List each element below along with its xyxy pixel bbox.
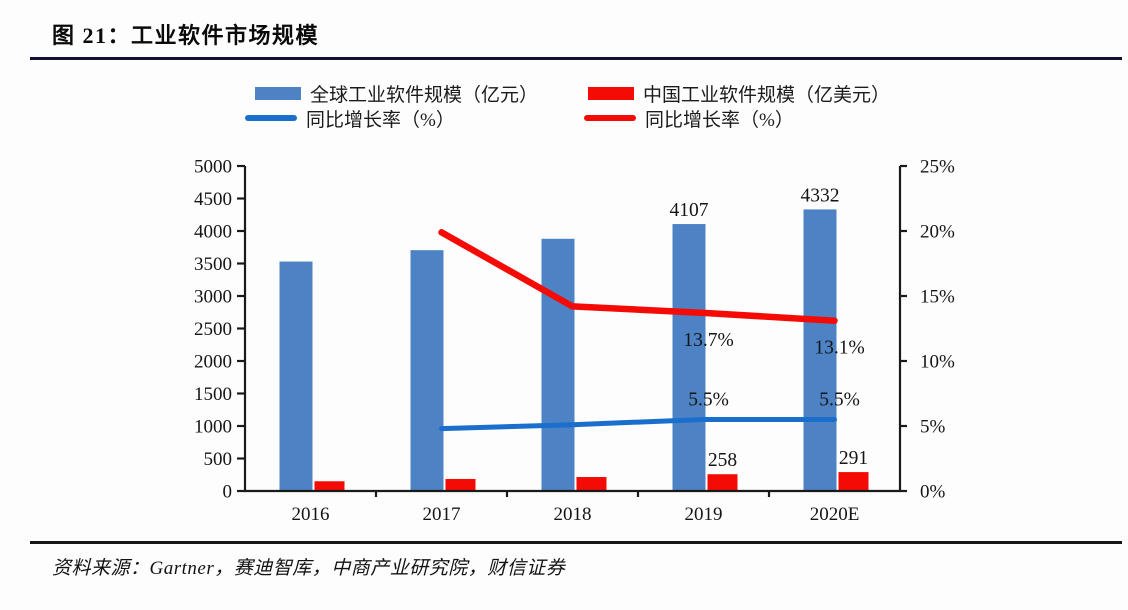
bar-value-label: 291 xyxy=(839,448,868,469)
line-swatch-icon xyxy=(245,115,297,121)
left-axis-tick-label: 0 xyxy=(223,482,233,503)
legend-item-china-scale-bars: 中国工业软件规模（亿美元） xyxy=(588,80,890,106)
right-axis-tick-label: 25% xyxy=(920,157,955,178)
right-axis-tick-label: 15% xyxy=(920,287,955,308)
bar-value-label: 4107 xyxy=(670,200,709,221)
left-axis-tick-label: 500 xyxy=(204,449,233,470)
source-line: 资料来源：Gartner，赛迪智库，中商产业研究院，财信证券 xyxy=(52,558,566,579)
bar-china-2019 xyxy=(707,474,738,491)
x-axis-tick-label: 2016 xyxy=(292,504,330,525)
bar-china-2020E xyxy=(838,472,869,491)
growth-line-china xyxy=(438,229,838,324)
legend-label: 同比增长率（%） xyxy=(306,109,455,131)
bar-global-2018 xyxy=(541,238,575,491)
data-labels-layer: 4107 4332 258 291 5.5% 5.5% 13.7% 13.1% xyxy=(670,185,869,471)
bar-china-2016 xyxy=(314,481,345,491)
bar-china-2017 xyxy=(445,478,476,491)
left-axis-tick-label: 5000 xyxy=(194,157,232,178)
legend-item-global-growth-line: 同比增长率（%） xyxy=(245,105,455,131)
title-rule xyxy=(30,57,1122,60)
axis-labels-layer: 0 500 1000 1500 2000 2500 3000 3500 4000 4500 5000… xyxy=(194,157,955,526)
left-axis-tick-label: 2000 xyxy=(194,352,232,373)
left-axis-tick-label: 1000 xyxy=(194,417,232,438)
legend-item-china-growth-line: 同比增长率（%） xyxy=(584,105,794,131)
legend-label: 同比增长率（%） xyxy=(645,109,794,131)
bar-global-2020E xyxy=(803,209,837,492)
left-axis-tick-label: 2500 xyxy=(194,319,232,340)
legend-label: 全球工业软件规模（亿元） xyxy=(310,84,539,106)
lines-layer xyxy=(438,229,838,432)
line-value-label: 13.1% xyxy=(814,338,864,359)
left-axis-tick-label: 4500 xyxy=(194,189,232,210)
x-axis-tick-label: 2020E xyxy=(810,504,860,525)
right-axis-tick-label: 20% xyxy=(920,222,955,243)
source-rule xyxy=(30,541,1122,544)
x-axis-tick-label: 2018 xyxy=(554,504,592,525)
line-value-label: 13.7% xyxy=(683,330,733,351)
right-axis-tick-label: 5% xyxy=(920,417,946,438)
line-swatch-icon xyxy=(584,115,636,121)
line-value-label: 5.5% xyxy=(819,390,860,411)
axes-layer xyxy=(237,164,907,497)
figure-title: 图 21：工业软件市场规模 xyxy=(52,23,320,48)
legend-item-global-scale-bars: 全球工业软件规模（亿元） xyxy=(255,80,538,106)
left-axis-tick-label: 3000 xyxy=(194,287,232,308)
bar-value-label: 258 xyxy=(708,450,737,471)
legend-label: 中国工业软件规模（亿美元） xyxy=(643,84,891,106)
bar-global-2016 xyxy=(279,261,313,491)
x-axis-tick-label: 2019 xyxy=(685,504,723,525)
bars-layer xyxy=(279,209,869,492)
bar-swatch-icon xyxy=(255,86,301,100)
bar-global-2017 xyxy=(410,250,444,491)
x-axis-tick-label: 2017 xyxy=(423,504,461,525)
growth-line-global xyxy=(439,417,837,432)
line-value-label: 5.5% xyxy=(688,390,729,411)
left-axis-tick-label: 4000 xyxy=(194,222,232,243)
bar-china-2018 xyxy=(576,477,607,491)
right-axis-tick-label: 0% xyxy=(920,482,946,503)
bar-global-2019 xyxy=(672,224,706,492)
right-axis-tick-label: 10% xyxy=(920,352,955,373)
left-axis-tick-label: 1500 xyxy=(194,384,232,405)
bar-swatch-icon xyxy=(588,86,634,100)
left-axis-tick-label: 3500 xyxy=(194,254,232,275)
bar-value-label: 4332 xyxy=(801,185,840,206)
